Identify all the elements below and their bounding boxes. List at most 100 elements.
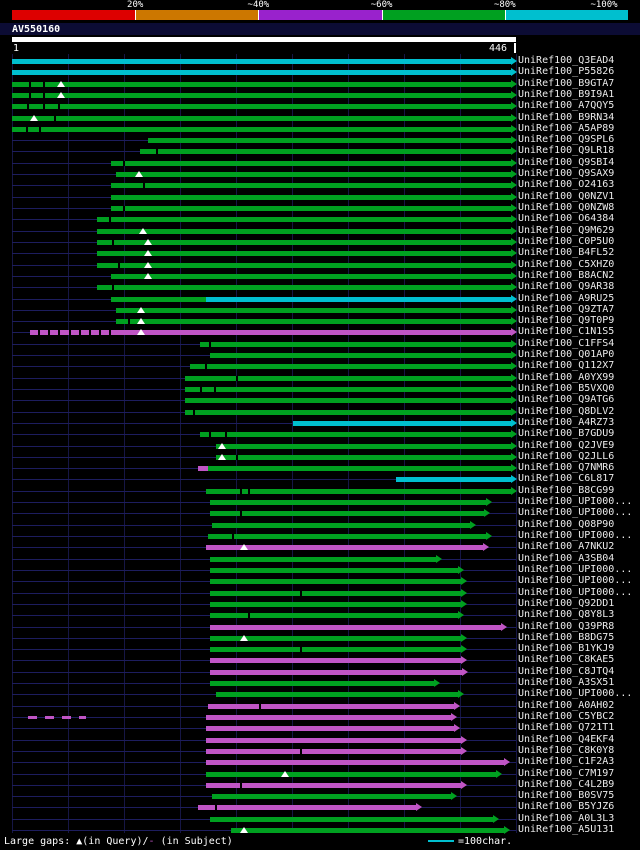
alignment-bar[interactable] xyxy=(205,782,462,788)
alignment-bar[interactable] xyxy=(96,262,511,268)
alignment-bar[interactable] xyxy=(12,59,511,64)
alignment-bar[interactable] xyxy=(210,601,462,607)
alignment-bar[interactable] xyxy=(210,647,462,653)
hit-accession-label[interactable]: UniRef100_C1F2A3 xyxy=(518,756,615,768)
alignment-bar[interactable] xyxy=(200,432,511,438)
hit-accession-label[interactable]: UniRef100_B8ACN2 xyxy=(518,269,615,281)
hit-accession-label[interactable]: UniRef100_Q9SPL6 xyxy=(518,134,615,146)
alignment-bar[interactable] xyxy=(185,386,511,392)
hit-accession-label[interactable]: UniRef100_B8DG75 xyxy=(518,631,615,643)
alignment-bar[interactable] xyxy=(12,70,511,76)
hit-accession-label[interactable]: UniRef100_C0P5U0 xyxy=(518,235,615,247)
hit-accession-label[interactable]: UniRef100_C4L2B9 xyxy=(518,778,615,790)
hit-accession-label[interactable]: UniRef100_Q9ATG6 xyxy=(518,394,615,406)
alignment-bar[interactable] xyxy=(205,488,511,494)
hit-accession-label[interactable]: UniRef100_O24163 xyxy=(518,179,615,191)
hit-accession-label[interactable]: UniRef100_Q08P90 xyxy=(518,518,615,530)
alignment-bar[interactable] xyxy=(395,477,511,483)
hit-accession-label[interactable]: UniRef100_B9RN34 xyxy=(518,111,615,123)
alignment-bar[interactable] xyxy=(210,635,462,641)
alignment-bar[interactable] xyxy=(207,466,511,472)
hit-accession-label[interactable]: UniRef100_B0SV75 xyxy=(518,790,615,802)
hit-accession-label[interactable]: UniRef100_A0YX99 xyxy=(518,371,615,383)
alignment-bar[interactable] xyxy=(215,443,511,449)
hit-accession-label[interactable]: UniRef100_C1FFS4 xyxy=(518,337,615,349)
hit-accession-label[interactable]: UniRef100_Q9SAX9 xyxy=(518,168,615,180)
alignment-bar[interactable] xyxy=(292,420,511,426)
hit-accession-label[interactable]: UniRef100_Q39PR8 xyxy=(518,620,615,632)
hit-accession-label[interactable]: UniRef100_Q8DLV2 xyxy=(518,405,615,417)
hit-accession-label[interactable]: UniRef100_B5YJZ6 xyxy=(518,801,615,813)
hit-accession-label[interactable]: UniRef100_A3SB04 xyxy=(518,552,615,564)
hit-accession-label[interactable]: UniRef100_Q9LR18 xyxy=(518,145,615,157)
alignment-bar[interactable] xyxy=(110,296,206,302)
hit-accession-label[interactable]: UniRef100_Q7NMR6 xyxy=(518,462,615,474)
hit-accession-label[interactable]: UniRef100_A0AH02 xyxy=(518,699,615,711)
hit-accession-label[interactable]: UniRef100_Q3EAD4 xyxy=(518,55,615,66)
alignment-bar[interactable] xyxy=(12,104,511,110)
alignment-bar[interactable] xyxy=(110,206,511,212)
alignment-bar[interactable] xyxy=(96,228,511,234)
hit-accession-label[interactable]: UniRef100_Q9M629 xyxy=(518,224,615,236)
alignment-bar[interactable] xyxy=(96,251,511,257)
alignment-bar[interactable] xyxy=(139,149,511,155)
alignment-bar[interactable] xyxy=(185,409,511,415)
hit-accession-label[interactable]: UniRef100_A7NKU2 xyxy=(518,541,615,553)
hit-accession-label[interactable]: UniRef100_Q92DD1 xyxy=(518,597,615,609)
alignment-bar[interactable] xyxy=(210,816,493,822)
alignment-bar[interactable] xyxy=(189,364,511,370)
alignment-bar[interactable] xyxy=(110,160,511,166)
hit-accession-label[interactable]: UniRef100_C5XHZ0 xyxy=(518,258,615,270)
alignment-bar[interactable] xyxy=(210,556,437,562)
alignment-bar[interactable] xyxy=(205,737,462,743)
alignment-bar[interactable] xyxy=(110,273,511,279)
hit-accession-label[interactable]: UniRef100_UPI000... xyxy=(518,575,633,587)
alignment-bar[interactable] xyxy=(210,579,462,585)
hit-accession-label[interactable]: UniRef100_C1N1S5 xyxy=(518,326,615,338)
hit-accession-label[interactable]: UniRef100_Q112X7 xyxy=(518,360,615,372)
hit-accession-label[interactable]: UniRef100_B1YKJ9 xyxy=(518,643,615,655)
hit-accession-label[interactable]: UniRef100_B8CG99 xyxy=(518,484,615,496)
alignment-bar[interactable] xyxy=(110,194,511,200)
hit-accession-label[interactable]: UniRef100_B9GTA7 xyxy=(518,77,615,89)
alignment-bar[interactable] xyxy=(205,545,483,551)
hit-accession-label[interactable]: UniRef100_C8KAE5 xyxy=(518,654,615,666)
alignment-bar[interactable] xyxy=(205,714,451,720)
hit-accession-label[interactable]: UniRef100_Q721T1 xyxy=(518,722,615,734)
alignment-bar[interactable] xyxy=(210,613,458,619)
hit-accession-label[interactable]: UniRef100_A7QQY5 xyxy=(518,100,615,112)
alignment-bar[interactable] xyxy=(197,466,208,472)
alignment-bar[interactable] xyxy=(205,726,455,732)
alignment-bar[interactable] xyxy=(12,92,511,98)
hit-accession-label[interactable]: UniRef100_Q01AP0 xyxy=(518,349,615,361)
hit-accession-label[interactable]: UniRef100_Q9ZTA7 xyxy=(518,303,615,315)
alignment-bar[interactable] xyxy=(210,681,434,687)
alignment-bar[interactable] xyxy=(205,760,505,766)
alignment-bar[interactable] xyxy=(205,771,497,777)
hit-accession-label[interactable]: UniRef100_C6L817 xyxy=(518,473,615,485)
alignment-bar[interactable] xyxy=(147,138,511,144)
alignment-bar[interactable] xyxy=(205,748,462,754)
hit-accession-label[interactable]: UniRef100_UPI000... xyxy=(518,688,633,700)
hit-accession-label[interactable]: UniRef100_A9RU25 xyxy=(518,292,615,304)
hit-accession-label[interactable]: UniRef100_A5U131 xyxy=(518,824,615,836)
alignment-bar[interactable] xyxy=(12,126,511,132)
alignment-bar[interactable] xyxy=(210,567,458,573)
alignment-bar[interactable] xyxy=(116,319,511,325)
alignment-bar[interactable] xyxy=(96,285,511,291)
alignment-bar[interactable] xyxy=(230,828,505,834)
alignment-bar[interactable] xyxy=(210,353,511,359)
alignment-bar[interactable] xyxy=(207,703,455,709)
hit-accession-label[interactable]: UniRef100_UPI000... xyxy=(518,496,633,508)
alignment-bar[interactable] xyxy=(185,375,511,381)
hit-accession-label[interactable]: UniRef100_B5VXQ0 xyxy=(518,382,615,394)
alignment-bar[interactable] xyxy=(116,172,511,178)
hit-accession-label[interactable]: UniRef100_O64384 xyxy=(518,213,615,225)
alignment-bar[interactable] xyxy=(96,217,511,223)
hit-accession-label[interactable]: UniRef100_A4RZ73 xyxy=(518,416,615,428)
hit-accession-label[interactable]: UniRef100_A5AP89 xyxy=(518,122,615,134)
hit-accession-label[interactable]: UniRef100_UPI000... xyxy=(518,530,633,542)
alignment-bar[interactable] xyxy=(215,692,458,698)
alignment-bar[interactable] xyxy=(110,183,511,189)
hit-accession-label[interactable]: UniRef100_B7GDU9 xyxy=(518,428,615,440)
